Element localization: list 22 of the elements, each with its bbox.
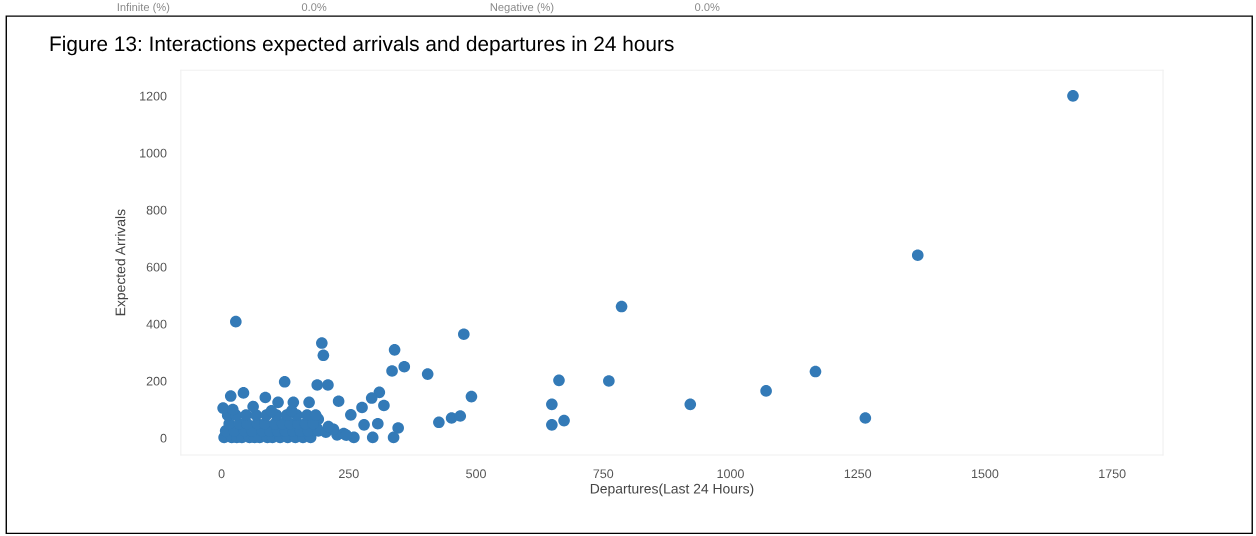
x-tick-label: 0 <box>218 469 225 479</box>
text: Negative (%) <box>490 2 554 14</box>
x-tick-label: 1000 <box>717 469 744 479</box>
x-tick-label: 750 <box>593 469 614 479</box>
y-tick-label: 200 <box>146 376 167 386</box>
x-tick-label: 1250 <box>844 469 872 479</box>
x-tick-label: 1500 <box>971 469 999 479</box>
x-tick-label: 500 <box>466 469 486 479</box>
y-axis-title: Expected Arrivals <box>115 209 129 316</box>
text: 0.0% <box>695 3 720 12</box>
text: Infinite (%) <box>117 2 170 14</box>
chart-title: Figure 13: Interactions expected arrivals and departures in 24 hours <box>50 35 674 56</box>
text: 0.0% <box>301 3 327 12</box>
y-tick-label: 800 <box>146 205 167 215</box>
x-tick-label: 1750 <box>1099 469 1126 479</box>
y-tick-label: 400 <box>146 319 167 329</box>
y-tick-label: 1000 <box>140 148 167 158</box>
y-tick-label: 0 <box>160 433 167 443</box>
y-tick-label: 1200 <box>140 91 167 101</box>
x-tick-label: 250 <box>339 469 359 479</box>
y-tick-label: 600 <box>146 262 167 272</box>
x-axis-title: Departures(Last 24 Hours) <box>590 483 754 497</box>
